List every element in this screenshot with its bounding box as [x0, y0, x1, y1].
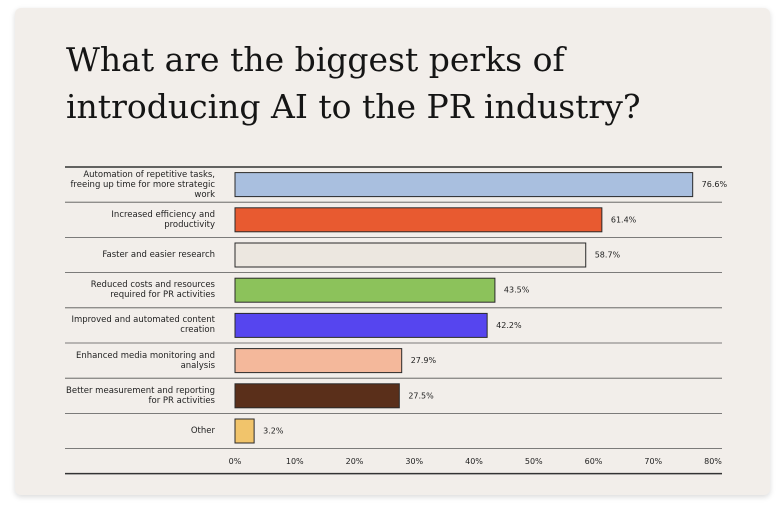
- value-label: 3.2%: [263, 427, 284, 436]
- x-tick-label: 0%: [229, 457, 242, 466]
- value-label: 27.5%: [408, 391, 434, 400]
- chart-title: What are the biggest perks of introducin…: [66, 40, 641, 126]
- x-tick-label: 40%: [465, 457, 483, 466]
- value-label: 76.6%: [702, 180, 728, 189]
- value-label: 58.7%: [595, 251, 621, 260]
- bar: [234, 348, 403, 374]
- x-tick-label: 30%: [405, 457, 423, 466]
- category-label: Improved and automated content creation: [71, 315, 215, 336]
- x-tick-label: 10%: [286, 457, 304, 466]
- bar: [234, 418, 255, 444]
- value-label: 42.2%: [496, 321, 522, 330]
- value-label: 43.5%: [504, 286, 530, 295]
- bar: [234, 172, 694, 198]
- bar: [234, 242, 587, 268]
- bar: [234, 207, 603, 233]
- x-tick-label: 60%: [585, 457, 603, 466]
- category-label: Reduced costs and resources required for…: [90, 280, 215, 301]
- x-tick-label: 80%: [704, 457, 722, 466]
- x-tick-label: 50%: [525, 457, 543, 466]
- category-label: Automation of repetitive tasks, freeing …: [70, 169, 215, 200]
- category-label: Enhanced media monitoring and analysis: [75, 350, 215, 371]
- category-label: Other: [190, 426, 215, 436]
- value-label: 61.4%: [611, 215, 637, 224]
- x-tick-label: 70%: [644, 457, 662, 466]
- x-tick-label: 20%: [346, 457, 364, 466]
- bar: [234, 277, 496, 303]
- bar: [234, 383, 400, 409]
- bar: [234, 312, 488, 338]
- value-label: 27.9%: [411, 356, 437, 365]
- category-label: Faster and easier research: [102, 250, 215, 260]
- category-label: Increased efficiency and productivity: [111, 209, 215, 230]
- category-label: Better measurement and reporting for PR …: [66, 385, 215, 406]
